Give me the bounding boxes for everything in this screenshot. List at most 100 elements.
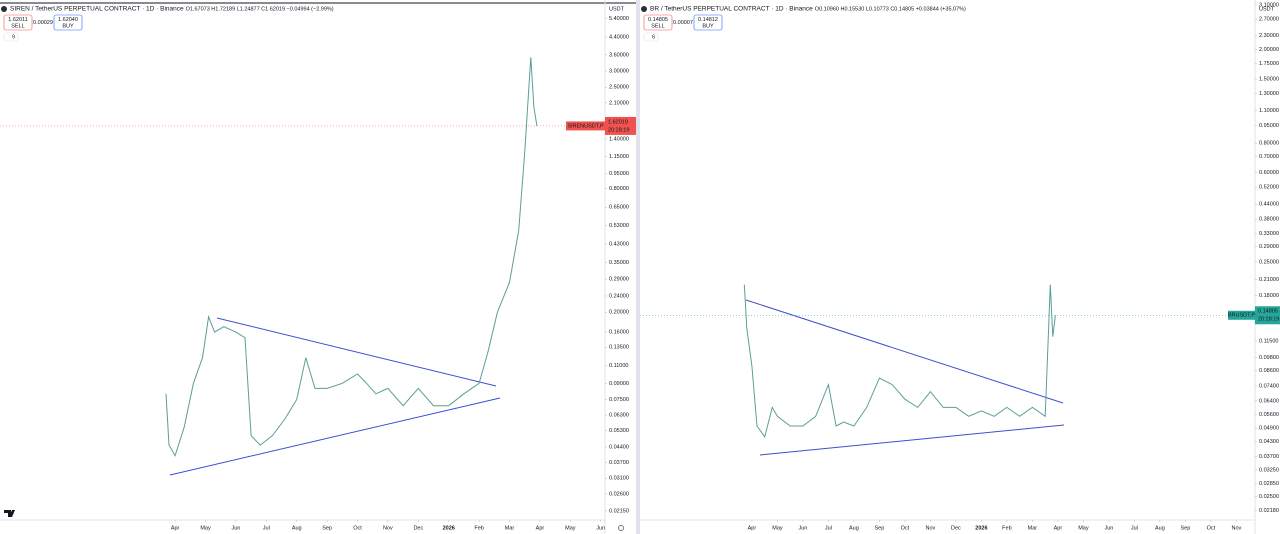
x-tick-label: Aug — [292, 525, 302, 531]
y-tick-label: 1.30000 — [1259, 91, 1279, 97]
x-tick-label: Oct — [353, 525, 362, 531]
x-tick-label: May — [772, 525, 783, 531]
trend-line[interactable] — [169, 397, 501, 476]
settings-icon[interactable] — [618, 525, 624, 531]
y-tick-label: 0.07400 — [1259, 383, 1279, 389]
y-tick-label: 0.02150 — [609, 508, 629, 514]
y-tick-label: 2.70000 — [1259, 17, 1279, 23]
trend-line[interactable] — [216, 317, 497, 387]
x-tick-label: Apr — [1054, 525, 1063, 531]
x-tick-label: Mar — [505, 525, 515, 531]
y-tick-label: 0.09000 — [609, 381, 629, 387]
price-line — [743, 284, 1056, 438]
indicators-toggle[interactable] — [643, 32, 659, 42]
y-tick-label: 0.07500 — [609, 397, 629, 403]
currency-label: USDT — [609, 6, 625, 12]
spread: 0.00007 — [673, 20, 693, 26]
y-tick-label: 0.03250 — [1259, 467, 1279, 473]
x-tick-label: Jun — [596, 525, 605, 531]
y-tick-label: 0.18000 — [1259, 293, 1279, 299]
buy-button[interactable] — [693, 14, 723, 31]
price-tag — [605, 116, 636, 135]
x-tick-label: Sep — [1180, 525, 1190, 531]
buy-button[interactable] — [53, 14, 83, 31]
y-tick-label: 0.02500 — [1259, 494, 1279, 500]
y-tick-label: 0.06400 — [1259, 398, 1279, 404]
y-tick-label: 0.04400 — [609, 445, 629, 451]
y-tick-label: 0.09800 — [1259, 355, 1279, 361]
y-tick-label: 0.95000 — [609, 171, 629, 177]
y-tick-label: 3.60000 — [609, 52, 629, 58]
symbol-tag — [1228, 310, 1255, 320]
symbol-tag — [566, 121, 605, 131]
x-tick-label: Jul — [825, 525, 832, 531]
y-tick-label: 0.16000 — [609, 330, 629, 336]
x-tick-label: Oct — [901, 525, 910, 531]
y-tick-label: 3.10000 — [1259, 2, 1279, 8]
x-tick-label: Dec — [951, 525, 961, 531]
x-tick-label: Apr — [748, 525, 757, 531]
x-tick-label: Jun — [231, 525, 240, 531]
trend-line[interactable] — [759, 424, 1065, 456]
y-tick-label: 0.11000 — [609, 363, 628, 369]
trend-line[interactable] — [745, 299, 1064, 404]
y-tick-label: 1.75000 — [1259, 61, 1279, 67]
y-tick-label: 2.50000 — [609, 85, 629, 91]
x-tick-label: Apr — [171, 525, 180, 531]
symbol-icon — [1, 6, 7, 12]
x-tick-label: 2026 — [443, 525, 455, 531]
sell-price: 0.14805 — [648, 17, 668, 23]
y-tick-label: 5.40000 — [609, 16, 629, 22]
chart-title[interactable]: SIREN / TetherUS PERPETUAL CONTRACT · 1D… — [10, 6, 184, 13]
sell-button[interactable] — [643, 14, 673, 31]
x-tick-label: Jul — [1131, 525, 1138, 531]
x-tick-label: Aug — [849, 525, 859, 531]
y-tick-label: 0.08600 — [1259, 368, 1279, 374]
y-tick-label: 0.80000 — [1259, 141, 1279, 147]
indicators-toggle[interactable] — [3, 32, 19, 42]
x-tick-label: Mar — [1028, 525, 1038, 531]
y-tick-label: 2.10000 — [609, 100, 629, 106]
y-tick-label: 1.40000 — [609, 136, 629, 142]
x-tick-label: Feb — [474, 525, 483, 531]
tradingview-logo[interactable] — [4, 510, 15, 517]
pane-divider — [636, 0, 640, 534]
x-tick-label: May — [200, 525, 211, 531]
y-tick-label: 1.15000 — [609, 154, 629, 160]
y-tick-label: 2.30000 — [1259, 33, 1279, 39]
indicator-count: 9 — [12, 34, 15, 40]
y-tick-label: 0.24000 — [609, 293, 629, 299]
y-tick-label: 0.04900 — [1259, 426, 1279, 432]
buy-label: BUY — [702, 23, 714, 29]
y-tick-label: 0.25000 — [1259, 259, 1279, 265]
ohlc: O1.67073 H1.72189 L1.24877 C1.62019 −0.0… — [186, 6, 334, 12]
sell-label: SELL — [11, 23, 24, 29]
y-tick-label: 0.53000 — [609, 223, 629, 229]
price-tag — [1255, 306, 1280, 325]
x-tick-label: Aug — [1155, 525, 1165, 531]
y-tick-label: 1.50000 — [1259, 76, 1279, 82]
x-tick-label: Jun — [798, 525, 807, 531]
y-tick-label: 0.06300 — [609, 413, 629, 419]
y-tick-label: 0.11500 — [1259, 338, 1278, 344]
y-tick-label: 0.05600 — [1259, 412, 1279, 418]
x-tick-label: Nov — [926, 525, 936, 531]
symbol-tag-label: BRUSDT.P — [1228, 313, 1256, 319]
spread: 0.00029 — [33, 20, 53, 26]
price-line — [165, 57, 538, 457]
y-tick-label: 1.10000 — [1259, 108, 1279, 114]
y-tick-label: 0.04300 — [1259, 439, 1279, 445]
y-tick-label: 0.95000 — [1259, 123, 1279, 129]
x-tick-label: May — [1078, 525, 1089, 531]
x-tick-label: May — [565, 525, 576, 531]
y-tick-label: 0.52000 — [1259, 185, 1279, 191]
y-tick-label: 0.43000 — [609, 242, 629, 248]
y-tick-label: 0.29000 — [1259, 244, 1279, 250]
chart-title[interactable]: BR / TetherUS PERPETUAL CONTRACT · 1D · … — [650, 6, 813, 13]
currency-label: USDT — [1259, 6, 1275, 12]
y-tick-label: 0.02600 — [609, 491, 629, 497]
x-tick-label: Apr — [536, 525, 545, 531]
sell-button[interactable] — [3, 14, 33, 31]
x-tick-label: Oct — [1207, 525, 1216, 531]
